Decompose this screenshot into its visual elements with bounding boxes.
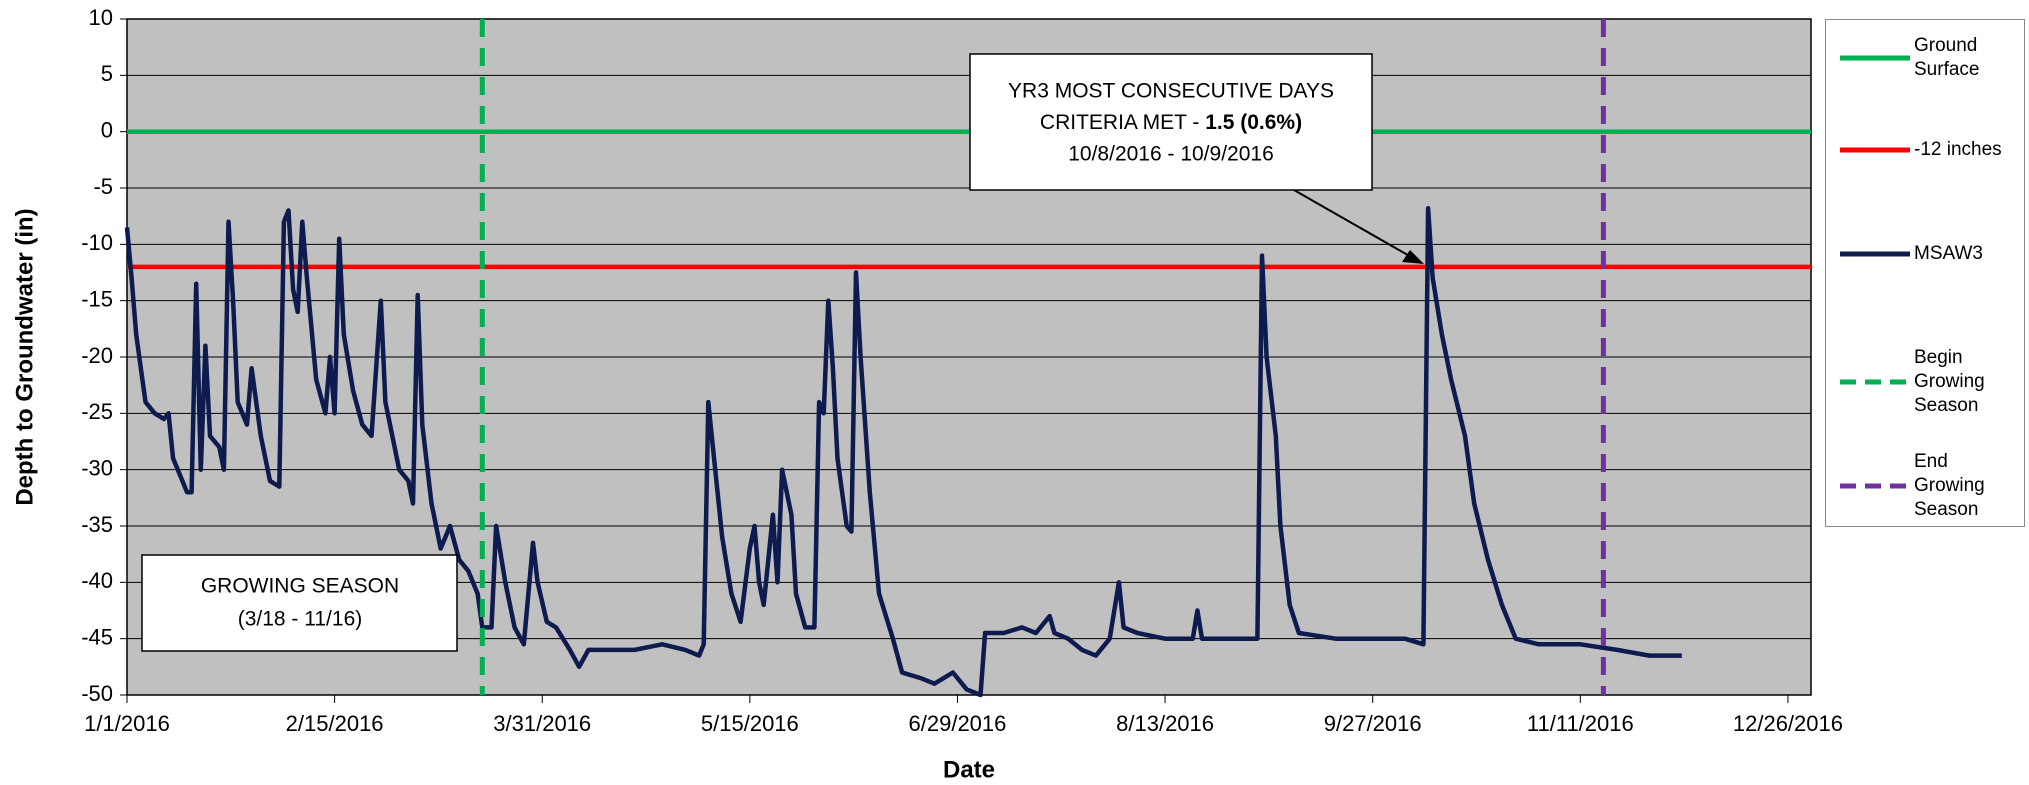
legend-item: -12 inches xyxy=(1840,138,2019,162)
legend-swatch xyxy=(1840,55,1910,61)
annotation-text: 10/8/2016 - 10/9/2016 xyxy=(1068,143,1274,166)
y-tick-label: 10 xyxy=(89,5,113,30)
legend: Ground Surface -12 inches MSAW3 Begin Growi… xyxy=(1825,19,2025,527)
annotation-text: CRITERIA MET - 1.5 (0.6%) xyxy=(1040,111,1302,134)
series-line xyxy=(124,206,1682,698)
x-tick-label: 11/11/2016 xyxy=(1527,711,1634,736)
annotation-value: 1.5 (0.6%) xyxy=(1205,111,1302,134)
annotation-box xyxy=(969,53,1373,191)
plot-border xyxy=(126,18,1812,696)
y-tick-label: -50 xyxy=(81,681,113,706)
x-tick-label: 8/13/2016 xyxy=(1116,711,1214,736)
legend-swatch xyxy=(1840,483,1910,489)
x-tick-label: 9/27/2016 xyxy=(1324,711,1422,736)
y-tick-label: -25 xyxy=(81,399,113,424)
legend-label: Begin Growing Season xyxy=(1914,347,1985,416)
y-tick-label: -35 xyxy=(81,512,113,537)
x-tick-label: 2/15/2016 xyxy=(286,711,384,736)
legend-label: Ground Surface xyxy=(1914,35,1980,80)
y-tick-label: 5 xyxy=(101,61,113,86)
legend-swatch xyxy=(1840,379,1910,385)
y-tick-label: -45 xyxy=(81,624,113,649)
legend-swatch xyxy=(1840,147,1910,153)
y-tick-label: -40 xyxy=(81,568,113,593)
legend-label: MSAW3 xyxy=(1914,243,1983,264)
legend-item: Begin Growing Season xyxy=(1840,346,2019,417)
annotation-box xyxy=(141,554,458,652)
legend-label: End Growing Season xyxy=(1914,451,1985,520)
y-tick-label: 0 xyxy=(101,117,113,142)
annotation-text: YR3 MOST CONSECUTIVE DAYS xyxy=(1008,80,1334,103)
y-tick-label: -10 xyxy=(81,230,113,255)
annotation-text: GROWING SEASON xyxy=(201,575,399,598)
y-tick-label: -30 xyxy=(81,455,113,480)
x-tick-label: 5/15/2016 xyxy=(701,711,799,736)
legend-item: End Growing Season xyxy=(1840,450,2019,521)
legend-swatch xyxy=(1840,251,1910,257)
legend-label: -12 inches xyxy=(1914,139,2002,160)
y-tick-label: -5 xyxy=(93,174,113,199)
legend-item: MSAW3 xyxy=(1840,242,2019,266)
arrow-head xyxy=(1402,250,1424,264)
y-tick-label: -20 xyxy=(81,343,113,368)
y-tick-label: -15 xyxy=(81,286,113,311)
annotation-text: CRITERIA MET - xyxy=(1040,111,1205,134)
y-axis-title: Depth to Groundwater (in) xyxy=(11,208,38,505)
x-tick-label: 1/1/2016 xyxy=(84,711,170,736)
x-axis-title: Date xyxy=(943,756,995,783)
x-tick-label: 6/29/2016 xyxy=(909,711,1007,736)
annotation-text: (3/18 - 11/16) xyxy=(238,608,363,631)
legend-item: Ground Surface xyxy=(1840,34,2019,82)
annotation-arrow xyxy=(1293,189,1421,263)
x-tick-label: 12/26/2016 xyxy=(1733,711,1843,736)
x-tick-label: 3/31/2016 xyxy=(493,711,591,736)
